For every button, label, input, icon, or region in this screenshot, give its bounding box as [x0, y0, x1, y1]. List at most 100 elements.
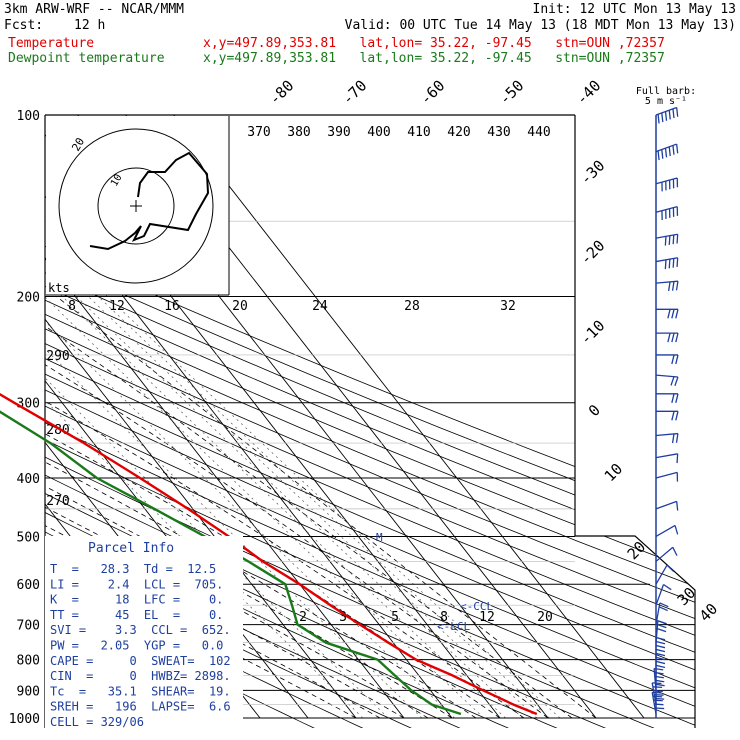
wind-barb-feather	[654, 671, 664, 675]
hodograph: kts 20 10	[46, 116, 230, 296]
wind-barb-shaft	[655, 233, 678, 239]
hodograph-ring-label: 20	[69, 136, 87, 154]
parcel-info-row: SVI = 3.3 CCL = 652.	[50, 623, 231, 637]
pressure-tick-label: 100	[17, 109, 40, 124]
theta-label: 400	[367, 125, 390, 140]
wind-barb-feather	[674, 525, 679, 535]
parcel-info-row: CELL = 329/06	[50, 715, 144, 729]
pressure-tick-label: 900	[17, 684, 40, 699]
theta-label: 290	[46, 349, 69, 364]
wind-barb-shaft	[655, 602, 661, 625]
dry-adiabat-line	[45, 127, 695, 728]
dewpoint-legend-info: x,y=497.89,353.81 lat,lon= 35.22, -97.45…	[203, 51, 665, 66]
isotherm-label: -60	[417, 77, 449, 109]
parcel-info-row: TT = 45 EL = 0.	[50, 608, 223, 622]
wind-barb-shaft	[655, 453, 678, 459]
wind-barb-shaft	[655, 106, 677, 116]
wind-barb-feather	[671, 332, 675, 343]
dewpoint-profile-line	[0, 410, 462, 716]
wind-barb-feather	[675, 393, 679, 403]
pressure-tick-label: 600	[17, 578, 40, 593]
isotherm-line	[173, 115, 645, 719]
wind-barb-feather	[666, 564, 675, 573]
wind-barb-feather	[652, 695, 663, 698]
hodograph-units-label: kts	[48, 281, 70, 295]
wind-barb-feather	[675, 411, 679, 421]
wind-barb-feather	[670, 376, 675, 386]
wind-barb-feather	[655, 656, 666, 661]
parcel-info-row: Tc = 35.1 SHEAR= 19.	[50, 684, 231, 698]
isotherm-line	[45, 115, 405, 719]
wind-barb	[655, 564, 675, 585]
wind-barb-feather	[655, 679, 665, 683]
ccl-marker: <-CCL	[460, 600, 493, 613]
wind-barb-feather	[655, 644, 666, 649]
wind-barb-feather	[675, 281, 679, 291]
wind-barb	[656, 308, 679, 319]
parcel-info-row: PW = 2.05 YGP = 0.0	[50, 639, 223, 653]
theta-label: 370	[247, 125, 270, 140]
wind-barb-shaft	[655, 524, 676, 538]
parcel-info-row: SREH = 196 LAPSE= 6.6	[50, 700, 231, 714]
mixing-ratio-label: 20	[232, 299, 248, 314]
wind-barb-shaft	[655, 471, 678, 479]
mixing-ratio-line	[45, 268, 364, 719]
wind-barb-feather	[659, 602, 669, 608]
wind-barb-feather	[661, 149, 664, 159]
theta-label: 390	[327, 125, 350, 140]
wind-barb-feather	[663, 583, 672, 591]
wind-barb-shaft	[655, 432, 678, 437]
wind-barb-feather	[672, 258, 675, 268]
wind-barb-feather	[657, 150, 660, 161]
wind-barb-shaft	[655, 177, 678, 185]
valid-time: Valid: 00 UTC Tue 14 May 13 (18 MDT Mon …	[344, 18, 736, 33]
pressure-tick-label: 400	[17, 472, 40, 487]
wind-barb	[655, 453, 679, 464]
wind-barb	[655, 652, 666, 676]
wind-barb-feather	[657, 620, 667, 625]
wind-profile: Full barb:5 m s⁻¹	[636, 86, 696, 718]
wind-barb-feather	[668, 146, 671, 157]
wind-barb-feather	[672, 234, 675, 245]
mixing-ratio-line	[69, 268, 550, 719]
hodograph-ring-outer	[58, 128, 214, 284]
wind-barb-feather	[655, 683, 665, 687]
mixing-ratio-line	[45, 268, 506, 719]
parcel-title: Parcel Info	[88, 541, 174, 556]
wind-barb-feather	[675, 433, 679, 443]
model-title: 3km ARW-WRF -- NCAR/MMM	[4, 2, 185, 17]
mixing-ratio-line	[45, 268, 389, 719]
pressure-tick-label: 1000	[9, 712, 40, 727]
isotherm-label: 0	[585, 401, 604, 420]
wind-barb-shaft	[655, 257, 678, 263]
dry-adiabat-line	[45, 127, 695, 728]
isotherm-line	[45, 115, 357, 719]
mixing-ratio-label: 5	[391, 610, 399, 625]
dry-adiabat-line	[45, 127, 695, 728]
dry-adiabat-line	[45, 127, 695, 728]
wind-barb-feather	[655, 636, 666, 641]
wind-barb	[655, 602, 669, 625]
parcel-info-row: CIN = 0 HWBZ= 2898.	[50, 669, 231, 683]
mixing-ratio-label: 32	[500, 299, 516, 314]
mixing-ratio-line	[78, 268, 561, 719]
mixing-ratio-label: 16	[164, 299, 180, 314]
wind-barb	[651, 691, 665, 715]
isotherm-label: 20	[624, 538, 650, 564]
wind-barb-feather	[675, 332, 679, 343]
lcl-marker: <-LCL	[437, 620, 470, 633]
profile-lines: <-CCL <-LCL M	[0, 392, 538, 716]
mixing-ratio-line	[45, 268, 455, 719]
wind-barb-feather	[676, 453, 679, 464]
wind-barb-feather	[654, 693, 664, 696]
pressure-tick-label: 300	[17, 397, 40, 412]
wind-barb-feather	[664, 259, 667, 270]
mixing-ratio-label: 3	[339, 610, 347, 625]
wind-barb-feather	[655, 652, 666, 657]
wind-barb-feather	[664, 236, 667, 246]
hodograph-trace	[89, 151, 210, 251]
wind-barb-shaft	[655, 546, 674, 562]
wind-barb-feather	[671, 309, 675, 319]
parcel-info-row: T = 28.3 Td = 12.5	[50, 562, 216, 576]
wind-barb-feather	[657, 114, 660, 124]
